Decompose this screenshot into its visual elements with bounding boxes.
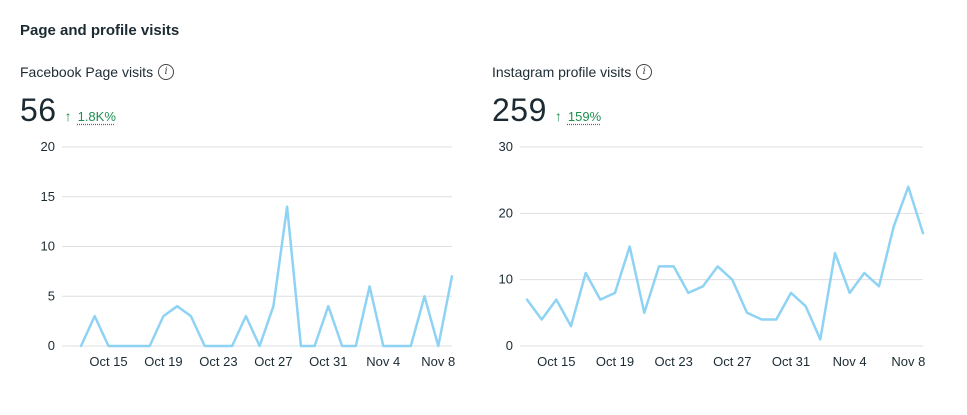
y-tick-label: 10 — [41, 239, 55, 254]
info-icon[interactable]: i — [636, 64, 653, 80]
x-tick-label: Oct 15 — [89, 354, 127, 369]
x-tick-label: Oct 23 — [655, 354, 693, 369]
trend-percentage[interactable]: 159% — [567, 109, 602, 124]
panel-header: Instagram profile visits i — [492, 60, 937, 84]
x-tick-label: Nov 4 — [833, 354, 867, 369]
metric-row: 259 ↑ 159% — [492, 92, 937, 132]
y-tick-label: 15 — [41, 189, 55, 204]
instagram-visits-chart: 0 10 20 30 Oct 15 Oct 19 Oct 23 Oct 27 Oct 31 Nov… — [499, 139, 926, 369]
y-tick-label: 0 — [48, 338, 55, 353]
facebook-page-visits-panel: Facebook Page visits i 56 ↑ 1.8K% 0 5 10 15… — [20, 60, 465, 400]
x-tick-label: Oct 31 — [772, 354, 810, 369]
facebook-visits-chart: 0 5 10 15 20 Oct 15 Oct 19 Oct 23 Oct 27 Oct 31 No… — [41, 139, 456, 369]
trend-up-arrow-icon: ↑ — [554, 108, 562, 124]
x-tick-label: Oct 15 — [537, 354, 575, 369]
y-tick-label: 30 — [499, 139, 513, 154]
x-tick-label: Oct 19 — [596, 354, 634, 369]
x-tick-label: Nov 8 — [421, 354, 455, 369]
y-tick-label: 20 — [41, 139, 55, 154]
x-tick-label: Oct 19 — [144, 354, 182, 369]
trend-percentage[interactable]: 1.8K% — [77, 109, 116, 124]
x-tick-label: Oct 31 — [309, 354, 347, 369]
instagram-profile-visits-panel: Instagram profile visits i 259 ↑ 159% 0 1… — [492, 60, 937, 400]
metric-value: 56 — [20, 92, 57, 128]
x-tick-label: Oct 23 — [199, 354, 237, 369]
x-tick-label: Oct 27 — [254, 354, 292, 369]
section-title: Page and profile visits — [20, 22, 180, 39]
metric-row: 56 ↑ 1.8K% — [20, 92, 465, 132]
panel-header: Facebook Page visits i — [20, 60, 465, 84]
x-tick-label: Nov 8 — [891, 354, 925, 369]
x-tick-label: Oct 27 — [713, 354, 751, 369]
series-line — [525, 185, 925, 341]
y-tick-label: 5 — [48, 288, 55, 303]
x-tick-label: Nov 4 — [366, 354, 400, 369]
metric-value: 259 — [492, 92, 547, 128]
info-icon[interactable]: i — [158, 64, 175, 80]
series-line — [79, 205, 454, 348]
panel-label: Instagram profile visits — [492, 64, 632, 80]
y-tick-label: 0 — [506, 338, 513, 353]
trend-up-arrow-icon: ↑ — [64, 108, 72, 124]
y-tick-label: 10 — [499, 272, 513, 287]
panel-label: Facebook Page visits — [20, 64, 154, 80]
y-tick-label: 20 — [499, 205, 513, 220]
